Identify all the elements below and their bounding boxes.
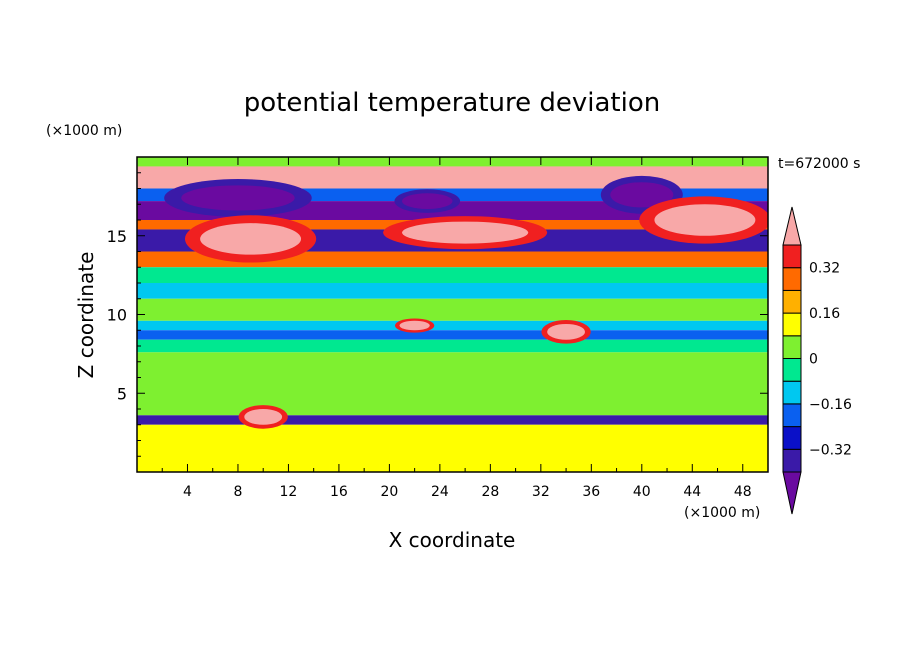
y-axis: 5 10 15 xyxy=(107,172,768,457)
x-tick-label-28: 28 xyxy=(481,484,499,500)
x-unit-label: (×1000 m) xyxy=(684,505,760,521)
y-unit-label: (×1000 m) xyxy=(46,123,122,139)
x-axis: 4 8 12 16 20 24 28 32 36 40 44 48 xyxy=(161,157,752,500)
x-tick-label-8: 8 xyxy=(233,484,242,500)
colorbar-box-6 xyxy=(782,335,802,359)
y-tick-label-15: 15 xyxy=(107,227,127,246)
x-tick-label-16: 16 xyxy=(330,484,348,500)
colorbar-box-4 xyxy=(782,380,802,405)
colorbar-label: 0.32 xyxy=(809,261,840,277)
x-tick-label-4: 4 xyxy=(183,484,192,500)
colorbar-label: 0.16 xyxy=(809,306,840,322)
feature-2 xyxy=(610,182,674,208)
field-band-13 xyxy=(137,352,768,416)
x-tick-label-24: 24 xyxy=(431,484,449,500)
x-tick-label-32: 32 xyxy=(532,484,550,500)
field-band-14 xyxy=(137,415,768,425)
y-axis-label: Z coordinate xyxy=(74,252,98,379)
field-band-9 xyxy=(137,298,768,321)
colorbar-label: −0.32 xyxy=(809,442,852,458)
field-band-0 xyxy=(137,157,768,167)
colorbar-label: 0 xyxy=(809,352,818,368)
time-label: t=672000 s xyxy=(778,156,860,172)
colorbar: −0.32 −0.16 0 0.16 0.32 xyxy=(782,206,852,515)
colorbar-box-9 xyxy=(782,267,802,291)
y-tick-label-5: 5 xyxy=(117,384,127,403)
feature-5 xyxy=(654,204,756,236)
colorbar-over-triangle xyxy=(782,206,802,246)
feature-8 xyxy=(244,409,283,425)
x-tick-label-36: 36 xyxy=(582,484,600,500)
colorbar-box-1 xyxy=(782,448,802,473)
x-tick-label-40: 40 xyxy=(633,484,651,500)
colorbar-label: −0.16 xyxy=(809,397,852,413)
field-band-7 xyxy=(137,267,768,283)
field-band-11 xyxy=(137,330,768,340)
colorbar-box-7 xyxy=(782,312,802,337)
feature-0 xyxy=(181,185,295,211)
colorbar-box-2 xyxy=(782,426,802,450)
feature-7 xyxy=(399,320,430,331)
heatmap-features xyxy=(164,175,768,429)
x-tick-label-44: 44 xyxy=(683,484,701,500)
x-axis-label: X coordinate xyxy=(389,528,516,552)
feature-1 xyxy=(402,193,453,209)
y-tick-label-10: 10 xyxy=(107,306,127,325)
field-band-12 xyxy=(137,339,768,353)
field-band-10 xyxy=(137,320,768,331)
feature-4 xyxy=(402,221,529,244)
chart-title: potential temperature deviation xyxy=(244,88,660,118)
field-band-15 xyxy=(137,424,768,472)
x-tick-label-20: 20 xyxy=(380,484,398,500)
colorbar-box-3 xyxy=(782,403,802,428)
colorbar-box-8 xyxy=(782,289,802,314)
feature-3 xyxy=(200,223,302,255)
feature-6 xyxy=(547,323,586,340)
colorbar-box-5 xyxy=(782,358,802,382)
colorbar-under-triangle xyxy=(782,471,802,515)
x-tick-label-12: 12 xyxy=(280,484,298,500)
colorbar-box-10 xyxy=(782,244,802,269)
field-band-8 xyxy=(137,283,768,299)
x-tick-label-48: 48 xyxy=(734,484,752,500)
